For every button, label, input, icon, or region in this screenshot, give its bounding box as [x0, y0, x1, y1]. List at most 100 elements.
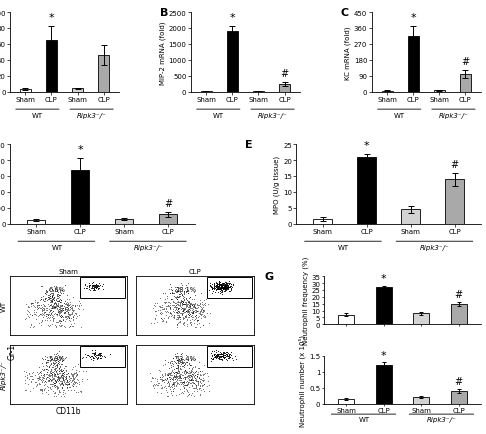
Point: [53, 311, 61, 318]
Point: [42, 388, 50, 395]
Point: [79, 306, 87, 313]
Point: [197, 375, 205, 382]
Bar: [20, 90, 31, 92]
Point: [176, 359, 184, 366]
Point: [41, 378, 49, 385]
Point: [42, 376, 50, 383]
Point: [215, 283, 223, 290]
Point: [179, 321, 187, 328]
Point: [48, 371, 56, 378]
Point: [67, 318, 74, 325]
Point: [79, 354, 87, 361]
Point: [174, 301, 182, 308]
Point: [186, 310, 194, 317]
Y-axis label: KC mRNA (fold): KC mRNA (fold): [345, 26, 351, 79]
Point: [179, 358, 187, 365]
Point: [175, 299, 183, 306]
Bar: [413, 397, 429, 404]
Point: [39, 377, 47, 384]
Point: [73, 302, 81, 309]
Point: [29, 324, 36, 331]
Point: [40, 386, 48, 393]
Point: [192, 381, 200, 388]
Point: [26, 372, 34, 379]
Point: [187, 355, 194, 362]
Point: [222, 354, 229, 361]
Point: [182, 312, 190, 319]
Point: [38, 355, 46, 362]
Point: [184, 368, 191, 375]
Point: [26, 376, 34, 383]
Point: [73, 376, 81, 383]
Point: [173, 312, 181, 319]
Point: [173, 362, 181, 369]
Point: [188, 312, 196, 319]
Point: [61, 314, 69, 321]
Point: [38, 303, 46, 310]
Point: [61, 310, 69, 317]
Point: [194, 381, 202, 388]
Point: [20, 368, 28, 375]
Point: [182, 282, 190, 289]
Point: [205, 373, 212, 380]
Point: [215, 283, 223, 289]
Point: [43, 288, 51, 295]
Point: [167, 388, 175, 395]
Point: [222, 286, 230, 293]
Point: [189, 371, 196, 378]
Point: [196, 324, 204, 331]
Point: [59, 375, 67, 382]
Point: [74, 376, 82, 383]
Point: [45, 293, 52, 299]
Point: [55, 361, 63, 368]
Point: [217, 287, 225, 294]
Point: [36, 386, 44, 393]
Point: [199, 322, 207, 329]
Text: Gr-1: Gr-1: [8, 343, 17, 360]
Point: [74, 361, 82, 368]
Point: [212, 284, 220, 291]
Point: [85, 283, 93, 289]
Point: [167, 359, 174, 366]
Point: [200, 381, 208, 388]
Point: [64, 383, 71, 390]
Point: [63, 293, 71, 299]
Point: [66, 302, 73, 309]
Point: [89, 279, 97, 286]
Point: [179, 300, 187, 307]
Point: [34, 306, 41, 312]
Point: [169, 290, 177, 297]
Point: [227, 287, 235, 294]
Point: [169, 312, 176, 319]
Point: [180, 290, 188, 297]
Point: [25, 370, 33, 377]
Point: [63, 302, 70, 309]
Point: [62, 381, 69, 388]
Point: [38, 318, 46, 325]
Point: [173, 369, 181, 376]
Point: [173, 303, 181, 310]
Point: [199, 383, 207, 390]
Point: [95, 352, 103, 359]
Point: [37, 311, 45, 318]
Point: [58, 372, 66, 379]
Point: [163, 295, 171, 302]
Point: [221, 288, 229, 295]
Point: [44, 391, 52, 398]
Point: [178, 388, 186, 395]
Point: [163, 380, 171, 387]
Point: [37, 386, 45, 393]
Point: [69, 316, 77, 323]
Point: [215, 281, 223, 288]
Point: [190, 302, 197, 309]
Point: [212, 354, 220, 361]
Point: [216, 354, 224, 361]
Point: [179, 372, 187, 379]
Point: [49, 312, 57, 319]
Point: [222, 353, 230, 360]
Point: [92, 283, 100, 290]
Point: [45, 295, 53, 302]
Point: [214, 352, 222, 358]
Point: [217, 283, 225, 290]
Point: [195, 375, 203, 382]
